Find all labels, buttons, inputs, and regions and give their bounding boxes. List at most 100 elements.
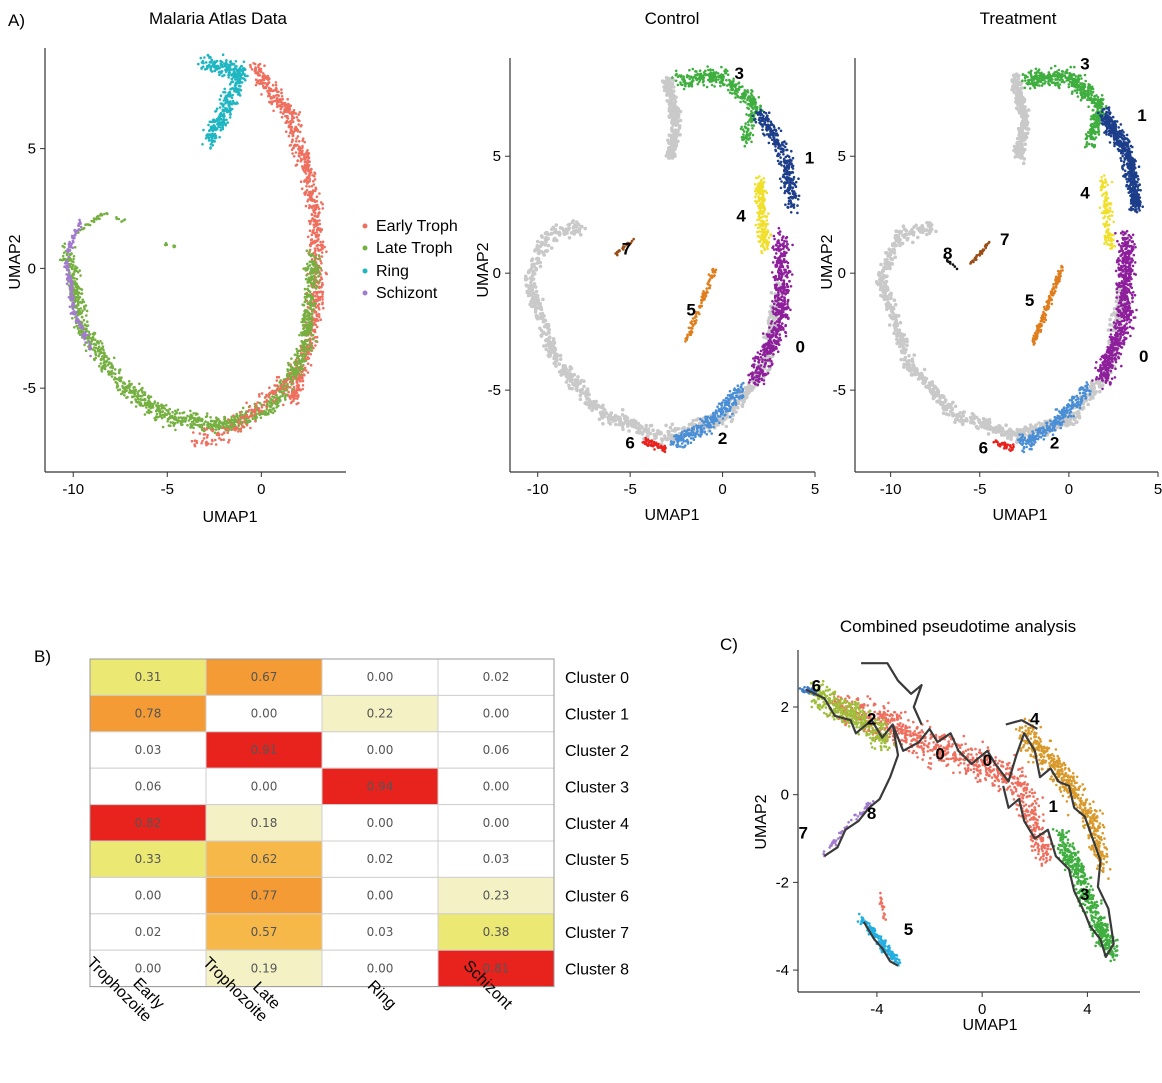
late-troph-point — [161, 413, 165, 417]
background-point — [665, 437, 669, 442]
late-troph-point — [318, 257, 322, 260]
cluster-3-point — [749, 118, 752, 122]
cluster-1-point — [786, 154, 789, 157]
cluster-3-point — [731, 88, 735, 91]
early-troph-point — [270, 100, 274, 103]
late-troph-point — [99, 340, 102, 343]
cluster-3-point — [709, 73, 713, 77]
early-troph-point — [308, 219, 311, 223]
late-troph-point — [80, 315, 84, 319]
cluster-3-point — [731, 84, 734, 87]
late-troph-point — [186, 414, 189, 418]
early-troph-point — [227, 418, 230, 421]
late-troph-point — [150, 402, 154, 406]
early-troph-point — [289, 120, 292, 123]
late-troph-point — [308, 293, 311, 297]
ring-point — [213, 120, 217, 123]
schizont-point — [71, 235, 75, 238]
late-troph-point — [96, 350, 100, 353]
early-troph-point — [304, 204, 308, 208]
schizont-point — [71, 239, 75, 243]
cluster-1-point — [770, 138, 774, 141]
early-troph-point — [315, 313, 318, 317]
late-troph-point — [290, 379, 294, 382]
late-troph-point — [200, 417, 204, 421]
cluster-3-point — [690, 83, 694, 86]
schizont-point — [74, 233, 77, 237]
cluster-1-point — [793, 183, 797, 187]
late-troph-point — [296, 371, 300, 375]
ring-point — [218, 98, 222, 101]
early-troph-point — [321, 290, 325, 294]
early-troph-point — [320, 262, 323, 265]
early-troph-point — [325, 250, 328, 253]
background-point — [578, 397, 583, 402]
early-troph-point — [303, 165, 306, 168]
cluster-1-point — [792, 177, 795, 181]
atlas-x-ticks: -10 -5 0 — [62, 472, 266, 498]
background-point — [530, 273, 535, 278]
late-troph-point — [102, 348, 105, 352]
late-troph-point — [300, 354, 303, 357]
cluster-1-point — [783, 175, 786, 179]
cluster-3-point — [707, 68, 710, 72]
late-troph-point — [154, 415, 158, 419]
late-troph-point — [78, 300, 82, 304]
late-troph-point — [275, 406, 279, 409]
early-troph-point — [295, 391, 299, 395]
late-troph-point — [106, 212, 109, 216]
cluster-1-point — [783, 169, 786, 173]
ring-point — [238, 81, 242, 85]
background-point — [676, 427, 681, 431]
cluster-3-point — [724, 71, 728, 75]
late-troph-point — [209, 416, 212, 419]
late-troph-point — [186, 423, 189, 427]
early-troph-point — [290, 129, 294, 133]
early-troph-point — [219, 438, 223, 442]
cluster-1-point — [786, 169, 789, 173]
cluster-1-point — [787, 164, 791, 167]
background-point — [668, 145, 672, 150]
late-troph-point — [164, 404, 168, 407]
early-troph-point — [299, 160, 303, 163]
late-troph-point — [127, 380, 131, 383]
late-troph-point — [103, 355, 106, 359]
late-troph-point — [317, 268, 320, 272]
late-troph-point — [112, 378, 116, 381]
cluster-1-point — [790, 162, 793, 165]
background-point — [558, 353, 563, 358]
background-point — [558, 231, 562, 236]
cluster-1-point — [782, 158, 786, 161]
background-point — [535, 300, 540, 305]
cluster-1-point — [789, 159, 793, 162]
schizont-point — [89, 354, 92, 358]
ring-point — [227, 71, 231, 75]
early-troph-point — [301, 384, 305, 387]
background-point — [668, 80, 672, 84]
early-troph-point — [306, 159, 310, 162]
late-troph-point — [305, 314, 309, 318]
late-troph-point — [118, 368, 122, 371]
early-troph-point — [287, 390, 290, 394]
early-troph-point — [292, 385, 296, 389]
schizont-point — [70, 304, 74, 308]
cluster-3-point — [737, 88, 741, 91]
early-troph-point — [315, 317, 319, 321]
early-troph-point — [320, 245, 324, 249]
late-troph-point — [123, 394, 126, 397]
ring-point — [221, 105, 225, 108]
background-point — [524, 283, 529, 288]
atlas-x-tick-label: -5 — [161, 481, 174, 498]
early-troph-point — [258, 395, 261, 398]
late-troph-point — [83, 306, 86, 309]
cluster-1-point — [777, 162, 781, 166]
ring-point — [201, 143, 204, 146]
late-troph-point — [302, 333, 305, 337]
early-troph-point — [308, 185, 311, 188]
background-point — [539, 307, 544, 312]
ring-point — [202, 128, 205, 132]
early-troph-point — [268, 386, 271, 390]
background-point — [527, 270, 531, 275]
ring-point — [201, 65, 205, 68]
late-troph-point — [301, 341, 304, 345]
